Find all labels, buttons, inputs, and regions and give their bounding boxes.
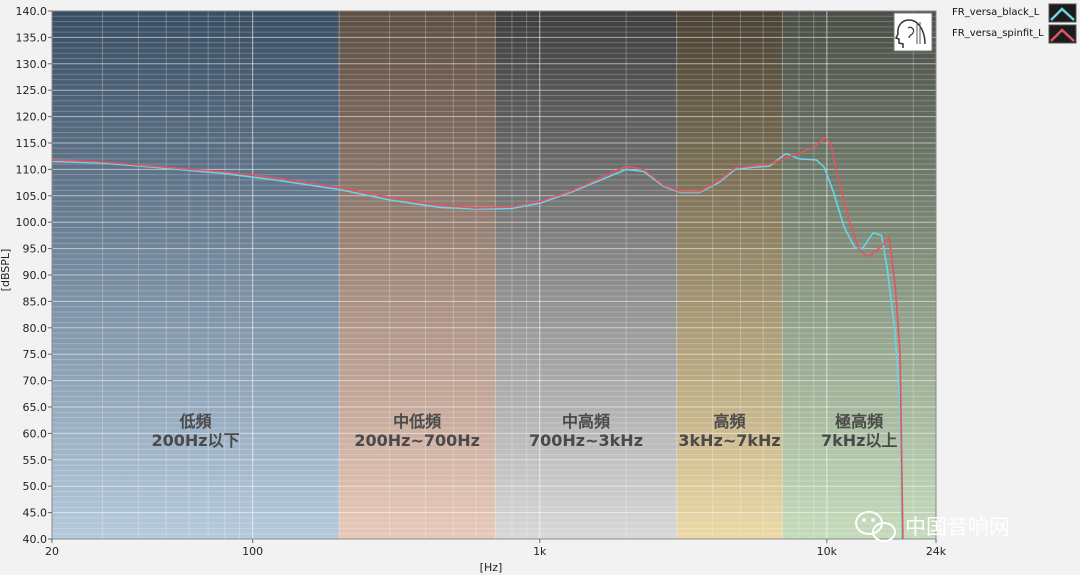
- y-tick-label: 100.0: [16, 216, 48, 229]
- y-tick-label: 65.0: [23, 401, 48, 414]
- ear-measurement-icon: [893, 12, 933, 52]
- watermark: 中国音响网: [855, 511, 1010, 542]
- y-tick-label: 70.0: [23, 375, 48, 388]
- legend-label-spinfit: FR_versa_spinfit_L: [952, 28, 1044, 39]
- band-range-2: 700Hz~3kHz: [529, 431, 643, 450]
- legend: FR_versa_black_L FR_versa_spinfit_L: [952, 3, 1077, 44]
- band-range-3: 3kHz~7kHz: [678, 431, 780, 450]
- y-tick-label: 90.0: [23, 269, 48, 282]
- y-tick-label: 55.0: [23, 454, 48, 467]
- y-tick-label: 135.0: [16, 31, 48, 44]
- y-tick-label: 110.0: [16, 163, 48, 176]
- band-range-4: 7kHz以上: [821, 431, 897, 450]
- y-tick-label: 80.0: [23, 322, 48, 335]
- legend-swatch-spinfit: [1048, 24, 1077, 44]
- y-tick-label: 40.0: [23, 533, 48, 546]
- grid: [51, 10, 936, 540]
- band-title-3: 高頻: [714, 412, 746, 431]
- band-title-2: 中高頻: [562, 412, 610, 431]
- x-tick-label: 1k: [533, 545, 547, 558]
- series-line-1: [51, 136, 904, 540]
- series-lines: [51, 136, 904, 540]
- legend-swatch-black: [1048, 3, 1077, 23]
- y-tick-label: 120.0: [16, 111, 48, 124]
- y-tick-label: 115.0: [16, 137, 48, 150]
- x-tick-label: 24k: [926, 545, 947, 558]
- y-axis-label: [dBSPL]: [0, 249, 12, 292]
- y-tick-label: 75.0: [23, 348, 48, 361]
- y-tick-label: 95.0: [23, 243, 48, 256]
- y-tick-label: 125.0: [16, 84, 48, 97]
- band-title-4: 極高頻: [834, 412, 883, 431]
- y-tick-label: 105.0: [16, 190, 48, 203]
- y-tick-label: 85.0: [23, 295, 48, 308]
- y-tick-label: 130.0: [16, 58, 48, 71]
- y-tick-label: 140.0: [16, 5, 48, 18]
- band-range-0: 200Hz以下: [151, 431, 239, 450]
- band-title-1: 中低頻: [393, 412, 441, 431]
- band-title-0: 低頻: [179, 412, 212, 431]
- series-line-0: [51, 152, 903, 540]
- y-tick-label: 60.0: [23, 427, 48, 440]
- band-range-1: 200Hz~700Hz: [354, 431, 480, 450]
- wechat-icon: [855, 511, 896, 542]
- watermark-text: 中国音响网: [905, 515, 1010, 539]
- y-tick-label: 50.0: [23, 480, 48, 493]
- x-tick-label: 10k: [817, 545, 838, 558]
- x-tick-label: 20: [45, 545, 59, 558]
- axis-ticks: 40.0 45.0 50.0 55.0 60.0 65.0 70.0 75.0 80.0 85.0…: [16, 5, 947, 558]
- x-axis-label: [Hz]: [480, 561, 503, 574]
- y-tick-label: 45.0: [23, 507, 48, 520]
- x-tick-label: 100: [242, 545, 263, 558]
- legend-label-black: FR_versa_black_L: [952, 7, 1040, 18]
